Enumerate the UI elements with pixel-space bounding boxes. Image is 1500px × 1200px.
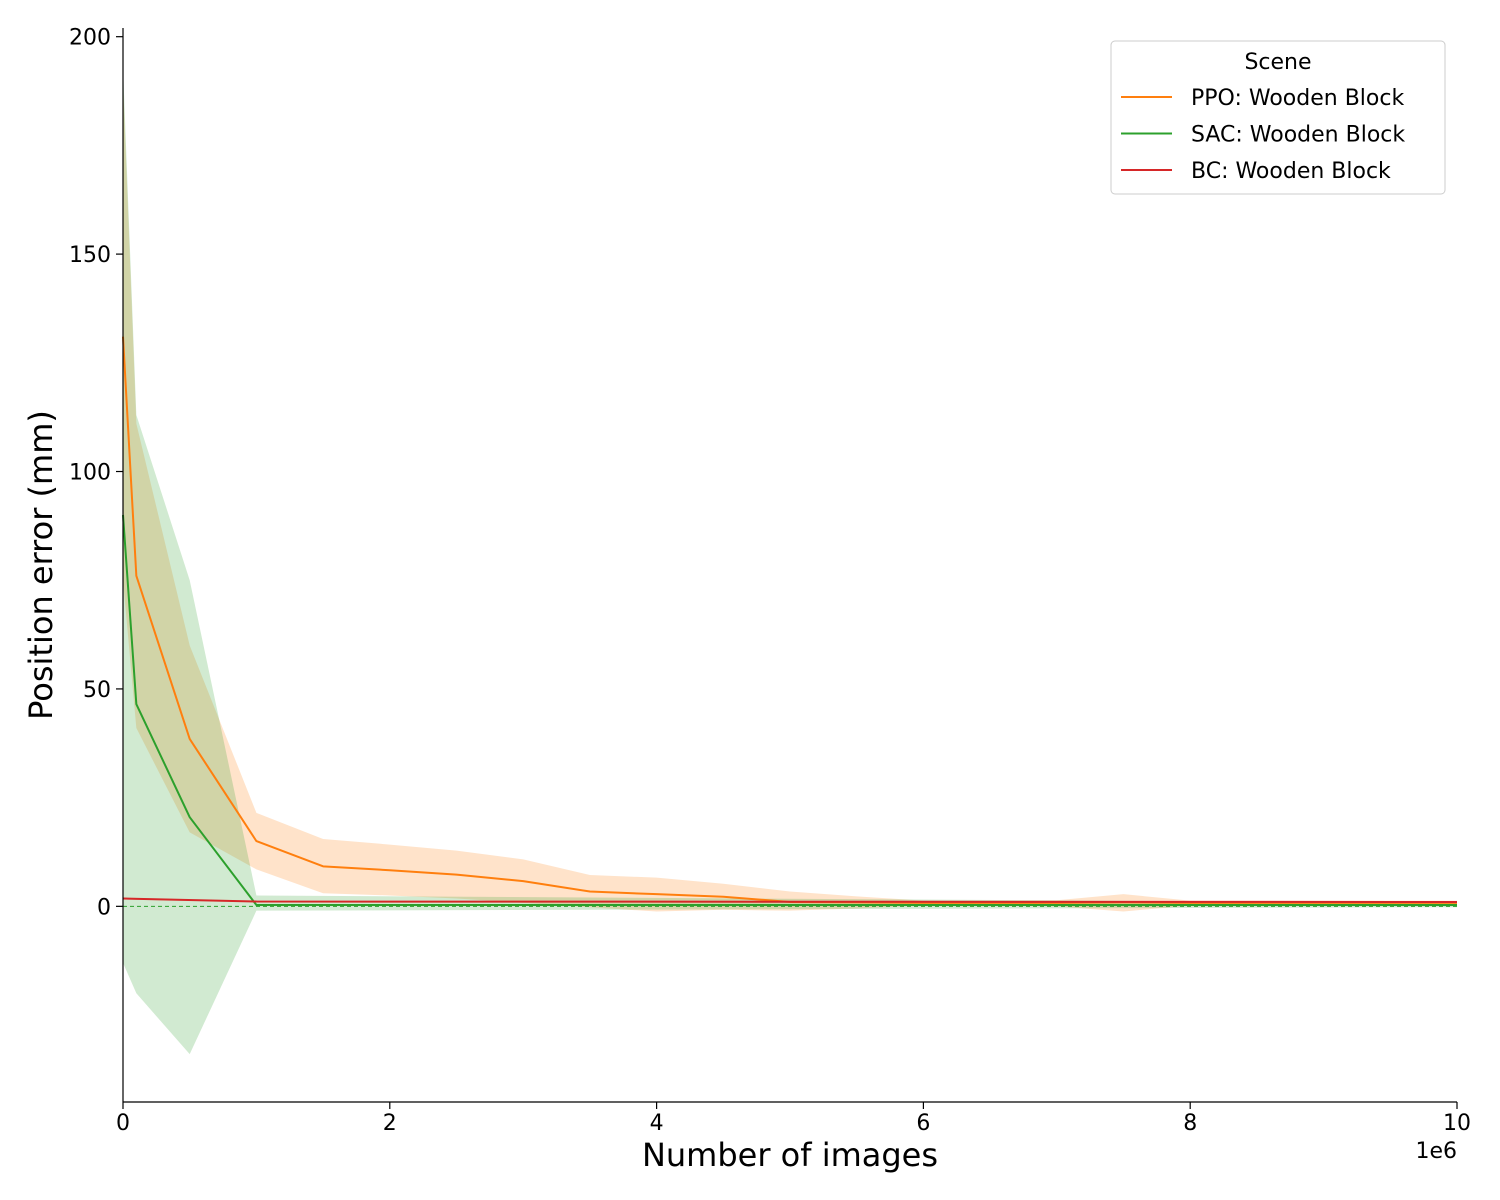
legend-title: Scene [1244, 50, 1311, 75]
bc-wooden-block-legend-label: BC: Wooden Block [1191, 159, 1391, 184]
legend-box [1110, 40, 1446, 195]
y-tick-label: 200 [69, 26, 111, 51]
x-tick-label: 10 [1443, 1111, 1471, 1136]
legend: Scene PPO: Wooden Block SAC: Wooden Block… [1110, 40, 1446, 195]
sac-wooden-block-line [122, 514, 1457, 907]
legend-items: PPO: Wooden Block SAC: Wooden Block BC: Wo… [1121, 86, 1405, 184]
y-tick-label: 0 [97, 895, 111, 920]
bc-wooden-block-line [122, 897, 1458, 903]
ppo-wooden-block-legend-label: PPO: Wooden Block [1191, 86, 1404, 111]
y-tick-label: 100 [69, 461, 111, 486]
x-tick-label: 6 [916, 1111, 930, 1136]
ppo-wooden-block-line [122, 336, 1457, 904]
x-axis-title: Number of images [642, 1136, 938, 1174]
x-tick-label: 8 [1183, 1111, 1197, 1136]
sac-wooden-block-legend-label: SAC: Wooden Block [1191, 123, 1405, 148]
y-tick-label: 50 [83, 678, 111, 703]
y-tick-label: 150 [69, 243, 111, 268]
series-lines [122, 336, 1458, 907]
x-tick-label: 2 [383, 1111, 397, 1136]
x-tick-label: 0 [116, 1111, 130, 1136]
x-tick-label: 4 [650, 1111, 664, 1136]
y-axis-title: Position error (mm) [22, 410, 60, 720]
ppo-wooden-block-band [123, 80, 1457, 912]
x-axis-offset-text: 1e6 [1415, 1139, 1457, 1164]
